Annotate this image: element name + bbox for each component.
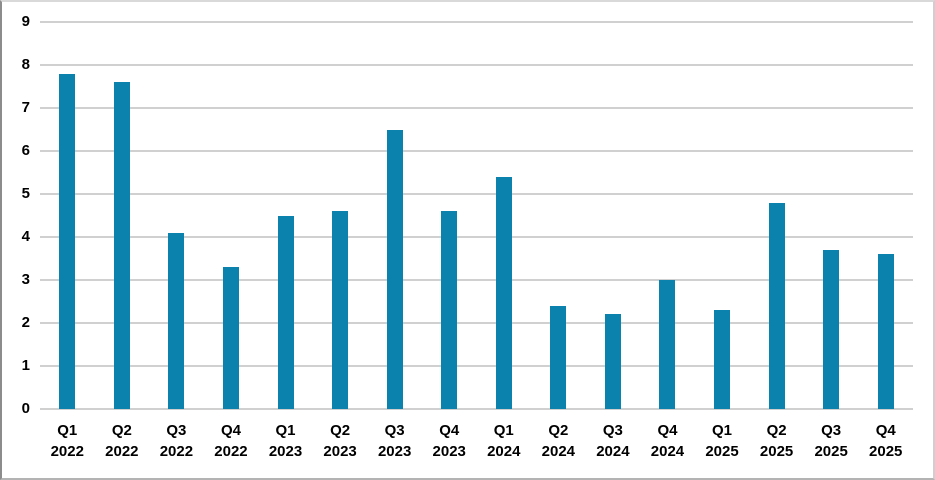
x-category-label: Q3 2023: [377, 422, 412, 460]
y-tick-label: 5: [21, 185, 30, 202]
y-tick-label: 0: [21, 400, 30, 417]
x-category-label: Q4 2022: [214, 422, 248, 460]
bar: [332, 211, 349, 409]
gridline: [40, 21, 913, 23]
bar: [877, 254, 894, 409]
x-category-label: Q2 2023: [323, 422, 357, 460]
bar: [714, 310, 731, 409]
bar: [168, 232, 185, 409]
gridline: [40, 408, 913, 410]
bar: [277, 215, 294, 409]
y-tick-label: 9: [21, 13, 30, 30]
gridline: [40, 64, 913, 66]
bar: [441, 211, 458, 409]
bar: [768, 202, 785, 409]
gridline: [40, 322, 913, 324]
x-category-label: Q4 2025: [869, 422, 903, 460]
bar: [495, 176, 512, 409]
bar: [113, 82, 130, 409]
x-category-label: Q1 2023: [268, 422, 303, 460]
y-tick-label: 3: [21, 271, 30, 288]
x-category-label: Q1 2025: [705, 422, 739, 460]
bar: [604, 314, 621, 409]
gridline: [40, 279, 913, 281]
x-category-label: Q4 2023: [432, 422, 466, 460]
x-category-label: Q1 2024: [487, 422, 521, 460]
bar: [659, 280, 676, 409]
x-category-label: Q2 2024: [541, 422, 576, 460]
gridline: [40, 236, 913, 238]
x-category-label: Q3 2022: [159, 422, 194, 460]
y-tick-label: 4: [21, 228, 30, 245]
gridline: [40, 365, 913, 367]
gridline: [40, 107, 913, 109]
y-tick-label: 8: [21, 56, 30, 73]
y-tick-label: 2: [21, 314, 30, 331]
x-category-label: Q3 2025: [814, 422, 848, 460]
y-tick-label: 1: [21, 357, 30, 374]
x-category-label: Q1 2022: [50, 422, 84, 460]
x-category-label: Q4 2024: [650, 422, 685, 460]
bar: [59, 73, 76, 409]
gridline: [40, 150, 913, 152]
bar: [823, 249, 840, 409]
x-category-label: Q3 2024: [596, 422, 630, 460]
gridline: [40, 193, 913, 195]
x-category-label: Q2 2022: [105, 422, 139, 460]
y-tick-label: 7: [21, 99, 30, 116]
bar: [550, 305, 567, 409]
bar: [386, 129, 403, 409]
y-tick-label: 6: [21, 142, 30, 159]
x-category-label: Q2 2025: [759, 422, 794, 460]
bar: [222, 267, 239, 409]
